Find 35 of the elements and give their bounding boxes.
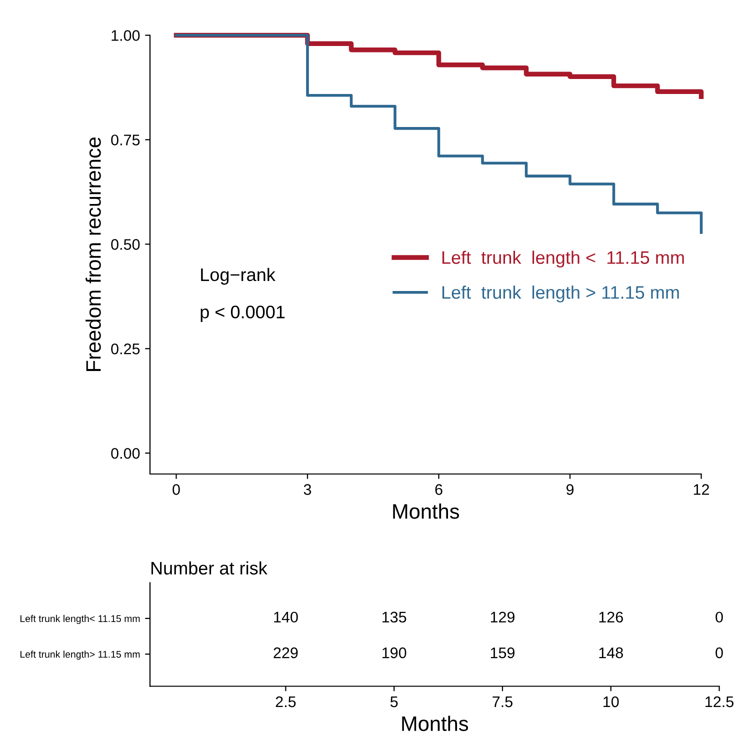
y-tick-label: 1.00 (112, 30, 140, 41)
x-tick-label: 10 (604, 696, 619, 708)
x-tick-label: 12.5 (706, 696, 734, 708)
y-tick-label: 0.00 (111, 448, 140, 459)
annotation: p < 0.0001 (200, 306, 285, 322)
data-label: 129 (490, 612, 514, 623)
x-tick-label: 0 (172, 484, 180, 495)
y-tick-label: Left trunk length> 11.15 mm (20, 650, 140, 660)
x-tick-label: 9 (566, 484, 574, 495)
data-label: 0 (716, 647, 723, 658)
y-tick-label: 0.25 (111, 344, 140, 354)
x-axis-title: Months (393, 504, 460, 519)
x-tick-label: 6 (435, 484, 442, 495)
x-tick-label: 3 (304, 484, 312, 495)
x-axis-title: Months (402, 716, 468, 732)
data-label: 126 (599, 612, 623, 623)
annotation: Log−rank (201, 268, 276, 285)
data-label: 140 (274, 612, 298, 623)
data-label: 148 (599, 647, 623, 658)
chart-title: Number at risk (151, 561, 268, 575)
x-tick-label: 12 (694, 484, 709, 495)
legend-label: Left trunk length < 11.15 mm (442, 250, 684, 268)
legend-label: Left trunk length > 11.15 mm (442, 286, 679, 302)
x-tick-label: 7.5 (492, 696, 512, 708)
data-label: 190 (382, 647, 406, 658)
y-tick-label: 0.50 (111, 239, 140, 250)
data-label: 135 (382, 612, 406, 623)
y-tick-label: 0.75 (111, 134, 140, 146)
y-axis-title: Freedom from recurrence (86, 137, 101, 371)
data-label: 0 (716, 612, 723, 623)
x-tick-label: 2.5 (276, 696, 296, 708)
x-tick-label: 5 (390, 696, 398, 708)
data-label: 159 (490, 647, 514, 658)
data-label: 229 (274, 647, 298, 658)
y-tick-label: Left trunk length< 11.15 mm (20, 614, 140, 624)
